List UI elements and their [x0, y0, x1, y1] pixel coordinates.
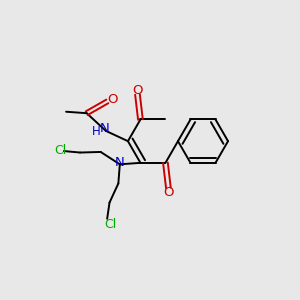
Text: H: H: [92, 125, 101, 138]
Text: O: O: [107, 93, 118, 106]
Text: N: N: [100, 122, 109, 135]
Text: O: O: [132, 83, 143, 97]
Text: N: N: [114, 156, 124, 169]
Text: O: O: [163, 186, 174, 199]
Text: Cl: Cl: [54, 144, 66, 157]
Text: Cl: Cl: [104, 218, 116, 231]
